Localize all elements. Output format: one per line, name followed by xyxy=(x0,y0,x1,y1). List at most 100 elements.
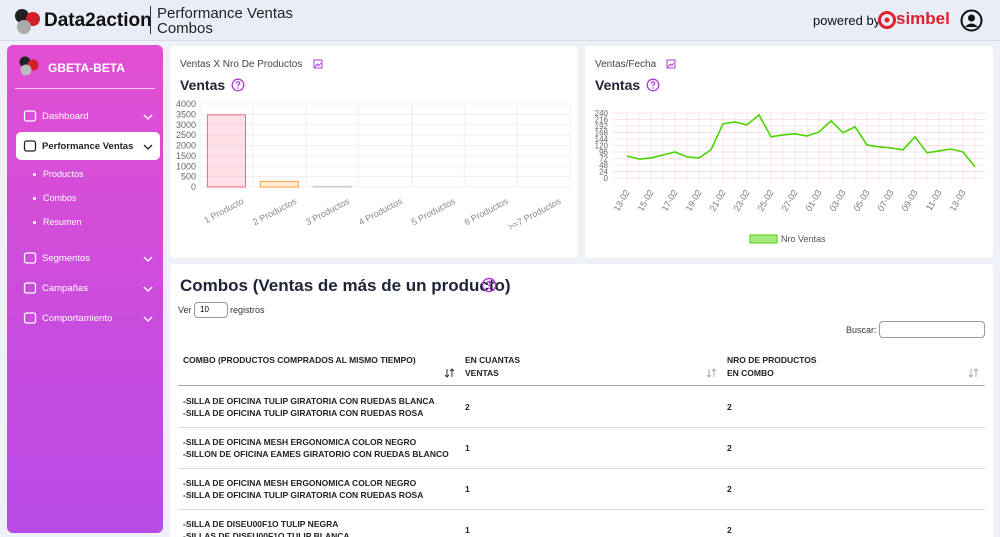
search-input[interactable] xyxy=(879,321,985,338)
submenu-item[interactable]: Combos xyxy=(43,193,77,203)
help-icon[interactable] xyxy=(231,78,245,92)
menu-item[interactable]: Dashboard xyxy=(42,111,89,122)
logo xyxy=(15,9,40,34)
y-tick-label: 192 xyxy=(595,122,609,131)
x-tick-label: 09-03 xyxy=(900,188,920,213)
header-rule xyxy=(178,385,985,386)
chevron xyxy=(143,316,153,322)
sort-icon xyxy=(968,368,979,378)
menu-item[interactable]: Segmentos xyxy=(42,253,91,264)
help-icon[interactable] xyxy=(481,277,497,293)
cell: 2 xyxy=(727,525,732,535)
menu-item[interactable]: Performance Ventas xyxy=(42,141,134,152)
chart-header: Ventas/Fecha xyxy=(595,59,657,70)
column-header[interactable]: EN CUANTAS VENTAS xyxy=(465,355,521,378)
x-tick-label: 6 Productos xyxy=(463,196,511,228)
row-rule xyxy=(178,509,985,510)
sort-icon xyxy=(444,368,455,378)
help-icon[interactable] xyxy=(646,78,660,92)
y-tick-label: 4000 xyxy=(176,99,196,109)
y-tick-label: 168 xyxy=(595,129,609,138)
x-tick-label: 27-02 xyxy=(780,188,800,213)
x-tick-label: 05-03 xyxy=(852,188,872,213)
cell: -SILLA DE OFICINA TULIP GIRATORIA CON RU… xyxy=(183,490,424,500)
x-tick-label: >=7 Productos xyxy=(506,196,563,233)
y-tick-label: 48 xyxy=(599,161,608,170)
cell: -SILLA DE OFICINA MESH ERGONOMICA COLOR … xyxy=(183,437,417,447)
x-tick-label: 13-03 xyxy=(948,188,968,213)
org-name: GBETA-BETA xyxy=(48,61,125,75)
x-tick-label: 19-02 xyxy=(684,188,704,213)
x-tick-label: 03-03 xyxy=(828,188,848,213)
y-tick-label: 72 xyxy=(599,155,608,164)
table-title: Combos (Ventas de más de un producto) xyxy=(180,276,511,295)
submenu-item[interactable]: Resumen xyxy=(43,217,82,227)
x-tick-label: 23-02 xyxy=(732,188,752,213)
cell: -SILLA DE OFICINA TULIP GIRATORIA CON RU… xyxy=(183,408,424,418)
y-tick-label: 3500 xyxy=(176,109,196,119)
cell: 2 xyxy=(727,484,732,494)
row-rule xyxy=(178,468,985,469)
menu-icon xyxy=(23,110,37,122)
x-tick-label: 4 Productos xyxy=(357,196,405,228)
chevron xyxy=(143,286,153,292)
menu-item[interactable]: Campañas xyxy=(42,283,88,294)
bar xyxy=(312,185,352,188)
image-icon xyxy=(313,59,323,69)
x-tick-label: 1 Producto xyxy=(202,196,245,225)
y-tick-label: 96 xyxy=(599,148,608,157)
y-tick-label: 0 xyxy=(191,182,196,192)
cell: -SILLAS DE DISEU00F1O TULIP BLANCA xyxy=(183,531,350,537)
partner-icon xyxy=(878,11,896,29)
search-label: Buscar: xyxy=(846,325,877,335)
column-header[interactable]: NRO DE PRODUCTOS EN COMBO xyxy=(727,355,817,378)
submenu-item[interactable]: Productos xyxy=(43,169,84,179)
menu-icon xyxy=(23,282,37,294)
chart-card: Ventas X Nro De Productos Ventas 0 500 1000 1… xyxy=(170,46,578,258)
cell: -SILLA DE OFICINA MESH ERGONOMICA COLOR … xyxy=(183,478,417,488)
sort-icon xyxy=(706,368,717,378)
y-tick-label: 2500 xyxy=(176,130,196,140)
chart-card: Ventas/Fecha Ventas 0 24 48 72 96 120 144 168 192 2… xyxy=(585,46,993,258)
column-header[interactable]: COMBO (PRODUCTOS COMPRADOS AL MISMO TIEM… xyxy=(183,355,416,365)
chart-header: Ventas X Nro De Productos xyxy=(180,59,303,70)
menu-icon xyxy=(23,312,37,324)
y-tick-label: 240 xyxy=(595,109,609,118)
y-tick-label: 0 xyxy=(604,174,609,183)
cell: 2 xyxy=(727,402,732,412)
cell: 2 xyxy=(727,443,732,453)
user-avatar[interactable] xyxy=(960,9,983,32)
submenu-bullet xyxy=(33,173,36,176)
y-tick-label: 216 xyxy=(595,116,609,125)
x-tick-label: 5 Productos xyxy=(410,196,458,228)
chart-title: Ventas xyxy=(180,77,226,93)
legend-swatch xyxy=(749,234,778,244)
bar xyxy=(259,180,299,188)
y-tick-label: 144 xyxy=(595,135,609,144)
x-tick-label: 15-02 xyxy=(636,188,656,213)
row-rule xyxy=(178,427,985,428)
x-tick-label: 01-03 xyxy=(804,188,824,213)
menu-item[interactable]: Comportamiento xyxy=(42,313,113,324)
chevron xyxy=(143,256,153,262)
x-tick-label: 2 Productos xyxy=(251,196,299,228)
x-tick-label: 11-03 xyxy=(924,188,944,212)
page-subtitle: Combos xyxy=(157,20,213,37)
cell: 2 xyxy=(465,402,470,412)
cell: 1 xyxy=(465,443,470,453)
partner: simbel xyxy=(896,9,950,28)
x-tick-label: 13-02 xyxy=(612,188,632,213)
chevron xyxy=(143,144,153,150)
chevron xyxy=(143,114,153,120)
y-tick-label: 1500 xyxy=(176,151,196,161)
length-suffix: registros xyxy=(230,305,265,315)
cell: -SILLA DE OFICINA TULIP GIRATORIA CON RU… xyxy=(183,396,435,406)
x-tick-label: 07-03 xyxy=(876,188,896,213)
length-select[interactable]: 10 xyxy=(194,302,228,318)
x-tick-label: 17-02 xyxy=(660,188,680,213)
divider xyxy=(150,6,151,34)
cell: 1 xyxy=(465,484,470,494)
x-tick-label: 21-02 xyxy=(708,188,728,213)
